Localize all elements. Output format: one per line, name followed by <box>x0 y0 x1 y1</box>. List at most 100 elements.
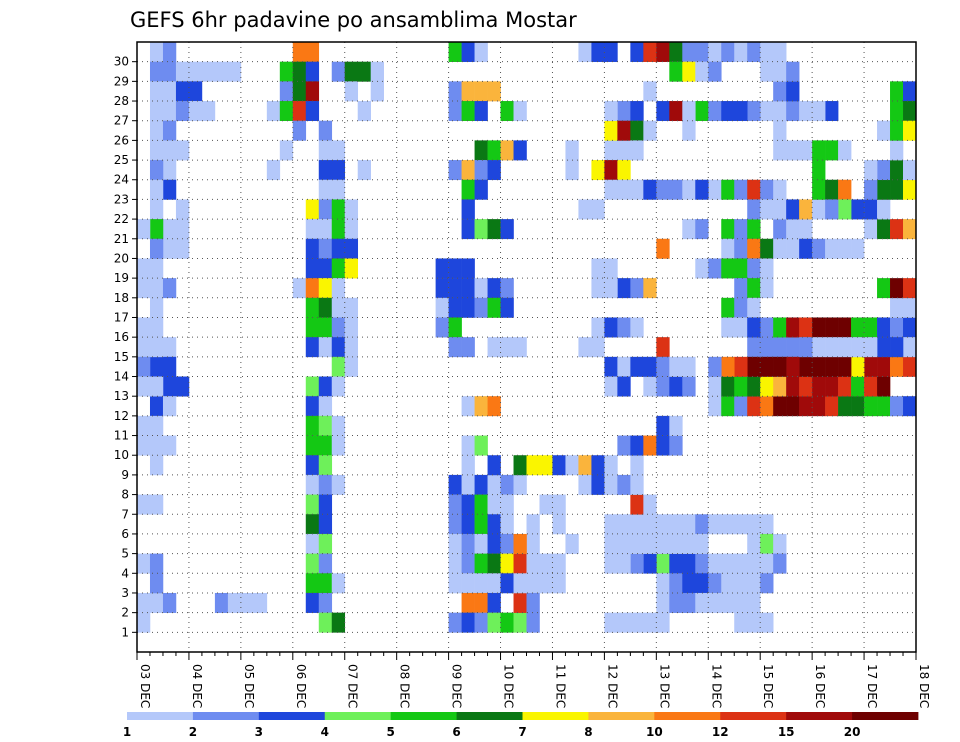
heatmap-cell <box>630 317 644 338</box>
heatmap-cell <box>591 199 605 220</box>
heatmap-cell <box>137 337 151 358</box>
heatmap-cell <box>838 199 852 220</box>
heatmap-cell <box>565 140 579 161</box>
heatmap-cell <box>474 553 488 574</box>
heatmap-cell <box>318 337 333 358</box>
heatmap-cell <box>331 179 346 200</box>
heatmap-cell <box>890 317 904 338</box>
heatmap-cell <box>513 455 527 476</box>
heatmap-cell <box>812 101 826 122</box>
heatmap-cell <box>318 533 333 554</box>
heatmap-cell <box>137 415 151 436</box>
heatmap-cell <box>149 42 164 62</box>
heatmap-cell <box>721 179 735 200</box>
heatmap-cell <box>474 297 488 318</box>
heatmap-cell <box>526 612 540 633</box>
heatmap-cell <box>292 278 307 299</box>
colorbar-tick-label: 1 <box>123 725 131 739</box>
heatmap-cell <box>786 81 800 102</box>
heatmap-cell <box>695 61 709 82</box>
heatmap-cell <box>890 278 904 299</box>
heatmap-cell <box>656 179 670 200</box>
heatmap-cell <box>903 317 917 338</box>
heatmap-cell <box>877 376 891 397</box>
heatmap-cell <box>305 101 320 122</box>
heatmap-cell <box>617 474 631 495</box>
x-tick-label: 09 DEC <box>450 664 464 708</box>
heatmap-cell <box>435 317 449 338</box>
heatmap-cell <box>643 514 657 535</box>
heatmap-cell <box>786 317 800 338</box>
heatmap-cell <box>331 356 346 377</box>
heatmap-cell <box>331 278 346 299</box>
heatmap-cell <box>279 61 294 82</box>
heatmap-cell <box>864 376 878 397</box>
y-axis: 1234567891011121314151617181920212223242… <box>114 55 137 639</box>
heatmap-cell <box>838 376 852 397</box>
heatmap-cell <box>513 573 527 594</box>
heatmap-cell <box>474 140 488 161</box>
heatmap-cell <box>461 612 475 633</box>
heatmap-cell <box>591 258 605 279</box>
heatmap-cell <box>292 101 307 122</box>
heatmap-cell <box>708 258 722 279</box>
heatmap-cell <box>669 356 683 377</box>
heatmap-cell <box>318 573 333 594</box>
heatmap-cell <box>617 140 631 161</box>
heatmap-cell <box>656 573 670 594</box>
heatmap-cell <box>513 612 527 633</box>
colorbar-swatch <box>654 712 721 720</box>
heatmap-cell <box>799 396 813 417</box>
x-tick-label: 12 DEC <box>605 664 619 708</box>
heatmap-cell <box>734 278 748 299</box>
heatmap-cell <box>539 573 553 594</box>
heatmap-cell <box>617 278 631 299</box>
heatmap-cell <box>721 258 735 279</box>
heatmap-cell <box>474 514 488 535</box>
y-tick-label: 15 <box>114 350 129 364</box>
heatmap-cell <box>487 553 501 574</box>
heatmap-cell <box>292 61 307 82</box>
heatmap-cell <box>162 376 177 397</box>
colorbar-tick-label: 2 <box>189 725 197 739</box>
heatmap-cell <box>877 160 891 181</box>
heatmap-cell <box>786 140 800 161</box>
heatmap-cell <box>162 238 177 259</box>
heatmap-cell <box>461 278 475 299</box>
heatmap-cell <box>591 160 605 181</box>
heatmap-cell <box>604 140 618 161</box>
heatmap-cell <box>760 199 774 220</box>
heatmap-cell <box>760 553 774 574</box>
heatmap-cell <box>851 238 865 259</box>
heatmap-cell <box>513 140 527 161</box>
colorbar-tick-label: 6 <box>452 725 460 739</box>
heatmap-cell <box>318 474 333 495</box>
colorbar-tick-label: 4 <box>321 725 329 739</box>
heatmap-cell <box>695 42 709 62</box>
heatmap-cell <box>812 376 826 397</box>
heatmap-cell <box>188 101 203 122</box>
heatmap-cell <box>630 356 644 377</box>
heatmap-cell <box>526 553 540 574</box>
heatmap-cell <box>305 396 320 417</box>
heatmap-cell <box>162 396 177 417</box>
heatmap-cell <box>474 160 488 181</box>
heatmap-cell <box>344 356 359 377</box>
heatmap-cell <box>773 61 787 82</box>
heatmap-cell <box>137 258 151 279</box>
heatmap-cell <box>773 120 787 141</box>
heatmap-cell <box>643 612 657 633</box>
heatmap-cell <box>747 199 761 220</box>
x-tick-label: 05 DEC <box>242 664 256 708</box>
heatmap-cell <box>812 337 826 358</box>
heatmap-cell <box>149 101 164 122</box>
heatmap-cell <box>903 337 917 358</box>
heatmap-cell <box>500 337 514 358</box>
heatmap-cell <box>344 337 359 358</box>
heatmap-cell <box>747 179 761 200</box>
heatmap-cell <box>643 533 657 554</box>
heatmap-cell <box>526 592 540 613</box>
heatmap-cell <box>162 592 177 613</box>
heatmap-cell <box>344 258 359 279</box>
heatmap-cell <box>461 592 475 613</box>
